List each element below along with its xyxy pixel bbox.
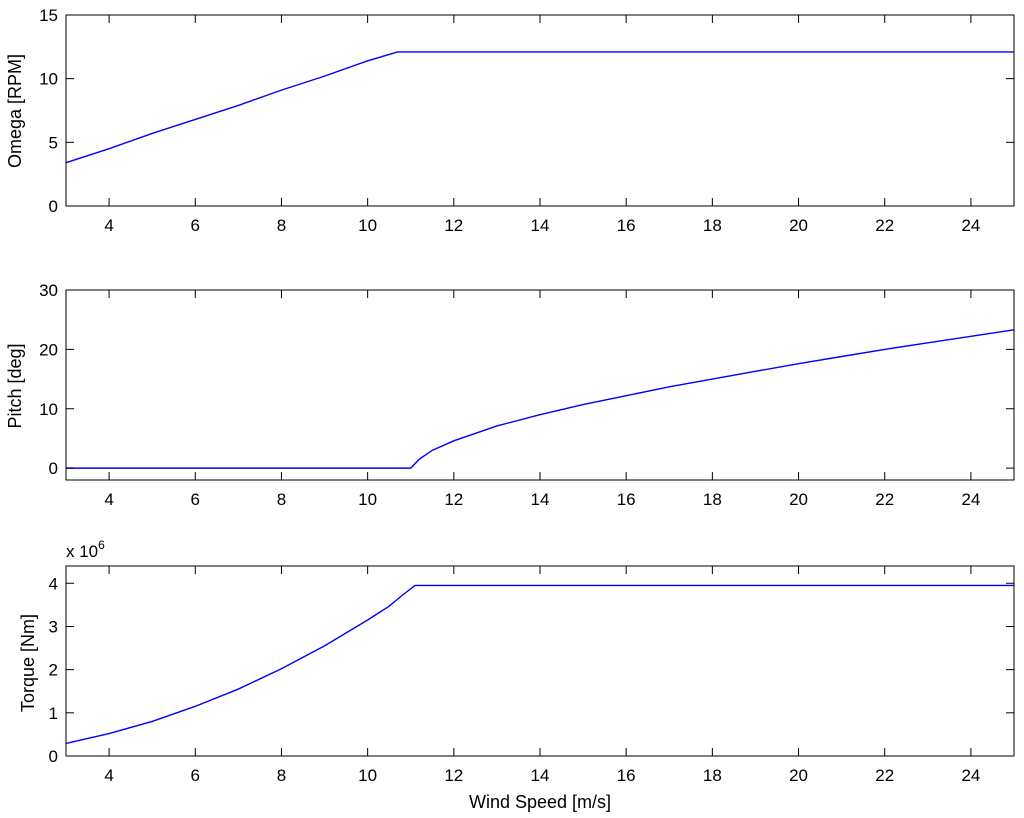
omega-xtick-label: 22 <box>875 216 894 235</box>
omega-ylabel: Omega [RPM] <box>5 54 25 168</box>
torque-ylabel: Torque [Nm] <box>18 614 38 712</box>
torque-series-line <box>65 584 1014 745</box>
pitch-ytick-label: 30 <box>39 281 58 300</box>
pitch-xtick-label: 10 <box>358 490 377 509</box>
omega-xtick-label: 12 <box>444 216 463 235</box>
pitch-xtick-label: 14 <box>531 490 550 509</box>
torque-xtick-label: 4 <box>104 766 113 785</box>
pitch-xtick-label: 20 <box>789 490 808 509</box>
pitch-ytick-label: 20 <box>39 340 58 359</box>
omega-ytick-label: 15 <box>39 6 58 25</box>
omega-xtick-label: 18 <box>703 216 722 235</box>
torque-xtick-label: 22 <box>875 766 894 785</box>
torque-ytick-label: 3 <box>49 617 58 636</box>
torque-ytick-label: 0 <box>49 747 58 766</box>
torque-xtick-label: 10 <box>358 766 377 785</box>
torque-xtick-label: 14 <box>531 766 550 785</box>
torque-xtick-label: 18 <box>703 766 722 785</box>
pitch-xtick-label: 4 <box>104 490 113 509</box>
torque-ytick-label: 2 <box>49 661 58 680</box>
pitch-xtick-label: 12 <box>444 490 463 509</box>
torque-xtick-label: 24 <box>961 766 980 785</box>
omega-axes-frame <box>65 14 1015 207</box>
torque-xtick-label: 16 <box>617 766 636 785</box>
pitch-xtick-label: 16 <box>617 490 636 509</box>
pitch-chart: 4 6 8 10 12 14 16 18 20 22 24 0 10 20 30 <box>39 281 1015 509</box>
omega-chart: 4 6 8 10 12 14 16 18 20 22 24 0 5 10 15 <box>39 6 1015 235</box>
omega-ytick-label: 5 <box>49 133 58 152</box>
pitch-ytick-label: 0 <box>49 459 58 478</box>
torque-xtick-label: 20 <box>789 766 808 785</box>
pitch-xtick-label: 8 <box>277 490 286 509</box>
torque-ytick-label: 1 <box>49 704 58 723</box>
pitch-series-line <box>66 329 1015 469</box>
pitch-ytick-label: 10 <box>39 400 58 419</box>
torque-xtick-label: 8 <box>277 766 286 785</box>
omega-xtick-label: 10 <box>358 216 377 235</box>
omega-xtick-label: 14 <box>531 216 550 235</box>
omega-xtick-label: 6 <box>191 216 200 235</box>
omega-xtick-label: 20 <box>789 216 808 235</box>
torque-multiplier-base: x 10 <box>66 542 98 561</box>
omega-xtick-label: 8 <box>277 216 286 235</box>
torque-multiplier: x 106 <box>66 538 105 561</box>
pitch-xtick-label: 24 <box>961 490 980 509</box>
pitch-xtick-label: 6 <box>191 490 200 509</box>
pitch-axes-frame <box>65 289 1015 481</box>
torque-axes-frame <box>65 565 1015 757</box>
pitch-xtick-label: 22 <box>875 490 894 509</box>
omega-xtick-label: 16 <box>617 216 636 235</box>
omega-ytick-label: 0 <box>49 197 58 216</box>
torque-xtick-label: 6 <box>191 766 200 785</box>
torque-xtick-label: 12 <box>444 766 463 785</box>
omega-series-line <box>65 51 1014 164</box>
x-axis-label: Wind Speed [m/s] <box>469 792 611 812</box>
pitch-ylabel: Pitch [deg] <box>5 343 25 428</box>
omega-ytick-label: 10 <box>39 70 58 89</box>
omega-xtick-label: 4 <box>104 216 113 235</box>
torque-ytick-label: 4 <box>49 574 58 593</box>
pitch-xtick-label: 18 <box>703 490 722 509</box>
omega-xtick-label: 24 <box>961 216 980 235</box>
torque-multiplier-exponent: 6 <box>98 538 105 552</box>
